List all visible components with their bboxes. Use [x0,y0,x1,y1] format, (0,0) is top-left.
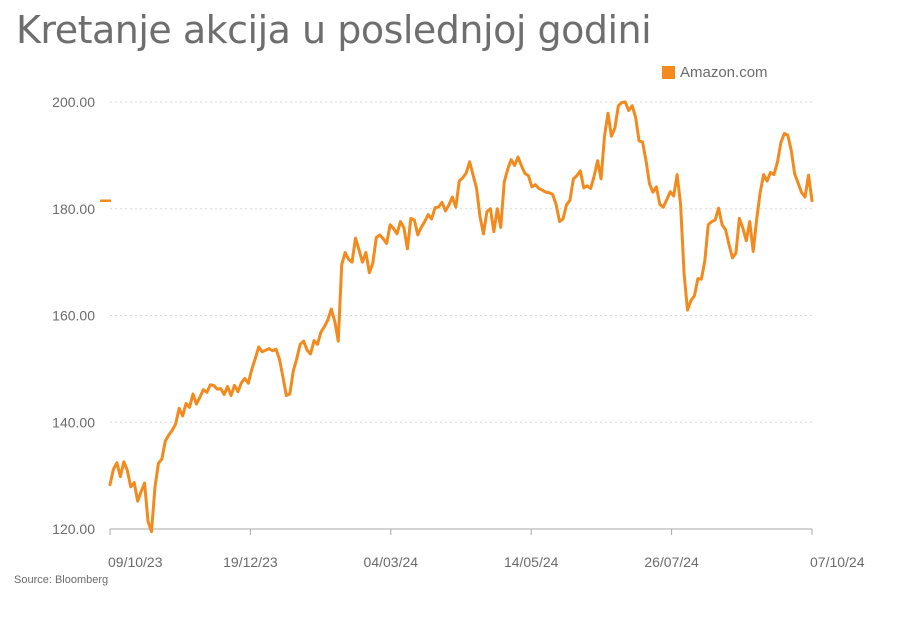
x-tick-label: 19/12/23 [223,554,278,570]
y-tick-label: 120.00 [52,521,95,537]
y-tick-label: 140.00 [52,414,95,430]
x-tick-label: 04/03/24 [364,554,419,570]
x-tick-label: 07/10/24 [810,554,865,570]
x-tick-label: 09/10/23 [108,554,163,570]
series-line-amazon [108,100,814,534]
y-tick-label: 160.00 [52,308,95,324]
legend-label: Amazon.com [680,64,768,81]
chart-title: Kretanje akcija u poslednjoj godini [16,8,652,52]
legend-swatch [662,66,675,79]
y-tick-label: 200.00 [52,94,95,110]
x-axis-ticks: 09/10/23 19/12/23 04/03/24 14/05/24 26/07/24… [108,529,865,570]
x-tick-label: 26/07/24 [644,554,699,570]
legend: Amazon.com [662,64,768,81]
gridlines [110,101,812,530]
source-note: Source: Bloomberg [14,574,109,586]
y-tick-label: 180.00 [52,201,95,217]
x-tick-label: 14/05/24 [504,554,559,570]
y-axis-ticks: 120.00 140.00 160.00 180.00 200.00 [52,94,95,537]
